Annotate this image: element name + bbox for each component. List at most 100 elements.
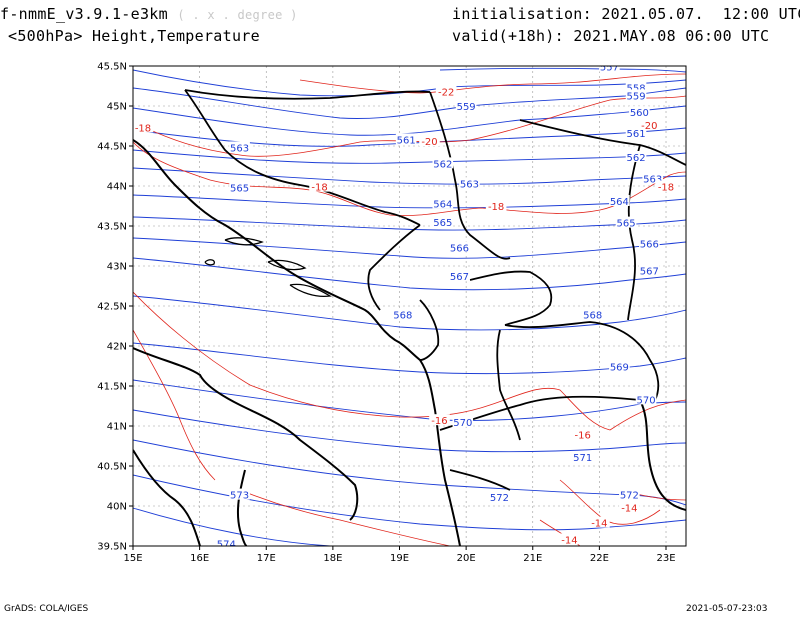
height-contour-label-bg [395, 133, 417, 145]
height-contour-label-bg [432, 197, 454, 209]
height-contour-label: 566 [450, 243, 469, 254]
valid-value: 2021.MAY.08 06:00 UTC [573, 27, 770, 45]
height-contour-label: 563 [643, 175, 662, 186]
height-contour-label: 565 [230, 183, 249, 194]
height-contour-label-bg [625, 127, 647, 138]
height-contour-label-bg [489, 491, 510, 502]
lat-tick-label: 44.5N [97, 142, 127, 153]
temp-contour-14 [559, 479, 661, 525]
height-contour-label-bg [635, 393, 657, 405]
temperature-contour-label-bg [655, 180, 677, 192]
temperature-contour-label-bg [639, 119, 660, 130]
height-contour-label: 563 [460, 179, 479, 190]
height-contour-label: 570 [453, 418, 472, 429]
height-contour-564 [133, 194, 686, 209]
valid-time: valid(+18h): 2021.MAY.08 06:00 UTC [452, 27, 769, 45]
temperature-contour-label-bg [309, 180, 330, 192]
lon-tick-label: 16E [190, 553, 209, 564]
temperature-contour-label-bg [429, 414, 450, 426]
lat-tick-label: 44N [107, 182, 127, 193]
temperature-contour-label-bg [485, 199, 507, 211]
temperature-contour-label: -18 [311, 183, 327, 194]
height-contour-label: 566 [640, 239, 659, 250]
height-contour-label-bg [599, 66, 620, 72]
height-contour-569 [133, 342, 686, 375]
height-contour-label: 570 [636, 395, 655, 406]
temperature-contour-label: -18 [488, 202, 504, 213]
height-contour-567 [133, 257, 686, 291]
temperature-contour-label: -18 [135, 123, 151, 134]
temp-contour-16 [133, 291, 686, 431]
border-serbia-west [367, 224, 421, 311]
lon-tick-label: 22E [590, 553, 609, 564]
lat-tick-label: 41N [107, 422, 127, 433]
timestamp-text: 2021-05-07-23:03 [686, 604, 768, 614]
height-contour-label-bg [619, 488, 640, 500]
temp-contour-16b [133, 329, 216, 481]
height-contour-559 [133, 87, 686, 119]
lat-tick-label: 42.5N [97, 302, 127, 313]
lat-tick-label: 40.5N [97, 462, 127, 473]
height-contour-label: 560 [630, 108, 649, 119]
height-contour-572 [133, 439, 686, 506]
border-nmacedonia [504, 321, 660, 401]
temperature-contour-label: -20 [421, 137, 437, 148]
albania-greece-coast [419, 359, 461, 546]
height-contour-label-bg [392, 308, 414, 320]
height-contour-label: 569 [610, 363, 629, 374]
init-label: initialisation: [452, 5, 592, 23]
height-contour-label-bg [629, 106, 650, 118]
border-romania-bulgaria [519, 119, 686, 166]
lon-tick-label: 19E [390, 553, 409, 564]
height-contour-label-bg [215, 537, 237, 546]
border-kosovo [469, 270, 553, 326]
height-contour-label: 565 [433, 218, 452, 229]
height-contour-label: 565 [616, 219, 635, 230]
height-contour-label: 571 [573, 453, 592, 464]
field-title: <500hPa> Height,Temperature [8, 27, 260, 45]
lat-tick-label: 39.5N [97, 542, 127, 553]
lat-tick-label: 42N [107, 342, 127, 353]
italy-coast [133, 347, 359, 521]
model-title: f-nmmE_v3.9.1-e3km ( . x . degree ) [0, 5, 298, 23]
lon-tick-label: 18E [323, 553, 342, 564]
adriatic-east-coast [133, 139, 421, 361]
temperature-contour-label-bg [619, 501, 640, 513]
lat-tick-label: 40N [107, 502, 127, 513]
height-contour-label: 564 [610, 197, 629, 208]
height-contour-label: 559 [457, 102, 476, 113]
border-croatia-bosnia [184, 89, 421, 226]
credit-text: GrADS: COLA/IGES [4, 604, 89, 614]
temperature-contour-label-bg [559, 533, 580, 545]
border-montenegro [419, 299, 440, 361]
temperature-contour-label: -14 [561, 535, 577, 546]
height-contour-label: 563 [230, 143, 249, 154]
height-contour-label-bg [449, 241, 470, 253]
calabria [236, 469, 248, 546]
height-contour-label-bg [432, 157, 454, 169]
temp-contour-18 [133, 141, 686, 217]
height-contour-label-bg [572, 451, 594, 462]
lon-tick-label: 15E [123, 553, 142, 564]
height-contour-571 [133, 409, 686, 453]
temperature-contour-label: -16 [575, 431, 591, 442]
temperature-contour-label: -14 [591, 519, 607, 530]
lat-tick-label: 45N [107, 102, 127, 113]
coastlines [133, 139, 686, 546]
height-contour-label: 558 [626, 83, 645, 94]
temp-contour-20 [133, 95, 686, 157]
temp-contour-22 [299, 73, 686, 94]
temperature-contour-label: -22 [438, 87, 454, 98]
borders [184, 89, 686, 491]
border-serbia-east [429, 91, 511, 260]
height-contour-label-bg [609, 195, 630, 206]
height-contour-label-bg [452, 415, 474, 427]
lon-tick-label: 23E [656, 553, 675, 564]
height-contour-label: 561 [626, 129, 645, 140]
height-contour-label: 568 [583, 311, 602, 322]
height-contour-label-bg [609, 360, 630, 372]
height-contour-label-bg [229, 488, 250, 500]
height-contour-label: 567 [640, 267, 659, 278]
